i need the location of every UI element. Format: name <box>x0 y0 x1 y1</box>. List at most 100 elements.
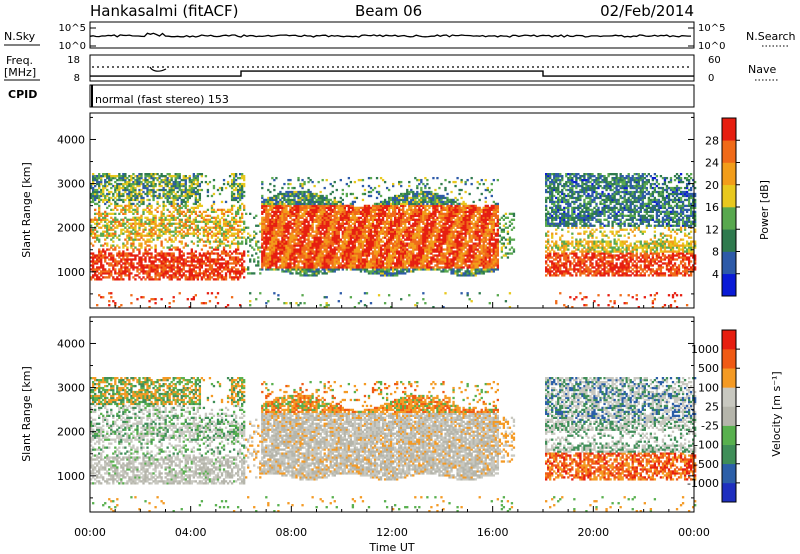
power-cell <box>345 254 348 257</box>
power-cell <box>305 208 308 212</box>
power-cell <box>162 276 165 279</box>
power-cell <box>363 292 367 295</box>
power-cell <box>355 206 359 210</box>
power-cell <box>347 234 351 237</box>
power-cell <box>363 218 367 221</box>
power-cell <box>329 204 332 208</box>
power-cell <box>323 206 326 210</box>
power-cell <box>371 256 375 259</box>
power-cell <box>297 254 300 257</box>
power-cell <box>335 242 338 245</box>
power-cell <box>96 254 99 257</box>
power-cell <box>200 278 204 281</box>
power-cell <box>100 256 103 259</box>
power-cell <box>396 228 399 231</box>
power-cell <box>220 240 224 243</box>
power-cell <box>339 224 342 227</box>
power-cell <box>313 200 316 204</box>
power-cell <box>190 194 193 198</box>
power-cell <box>371 234 375 237</box>
power-cell <box>269 232 272 235</box>
power-cell <box>353 214 357 217</box>
power-cell <box>277 258 280 261</box>
power-cell <box>402 234 405 237</box>
power-cell <box>329 210 332 214</box>
power-cell <box>162 254 165 257</box>
power-cell <box>303 258 306 261</box>
power-cell <box>190 270 193 273</box>
power-cell <box>182 258 185 261</box>
power-cell <box>148 228 151 231</box>
power-cell <box>194 198 197 202</box>
power-cell <box>118 222 121 225</box>
power-cell <box>319 236 322 239</box>
power-cell <box>180 234 183 237</box>
power-cell <box>353 242 357 245</box>
power-cell <box>363 254 367 257</box>
power-cell <box>104 202 107 206</box>
power-cell <box>100 264 103 267</box>
power-cell <box>168 246 171 249</box>
power-cell <box>299 206 302 210</box>
power-cell <box>261 230 264 233</box>
power-cell <box>325 210 328 214</box>
power-cell <box>325 218 328 221</box>
power-cell <box>154 220 157 223</box>
power-cell <box>291 240 294 243</box>
power-cell <box>335 248 338 251</box>
power-cell <box>394 236 397 239</box>
power-cell <box>226 262 230 265</box>
power-cell <box>383 258 387 261</box>
power-cell <box>287 250 290 253</box>
power-cell <box>259 272 262 275</box>
power-cell <box>263 256 266 259</box>
power-cell <box>94 216 97 219</box>
power-cell <box>265 220 268 223</box>
power-cell <box>180 178 183 182</box>
power-cell <box>192 222 195 225</box>
power-cell <box>275 194 278 198</box>
power-cell <box>363 252 367 255</box>
power-cell <box>347 246 351 249</box>
power-cell <box>108 248 111 251</box>
power-cell <box>293 268 296 271</box>
power-cell <box>216 258 220 261</box>
power-cell <box>208 252 212 255</box>
power-cell <box>398 264 401 267</box>
power-cell <box>170 264 173 267</box>
power-cell <box>311 240 314 243</box>
power-cell <box>200 276 204 279</box>
power-cell <box>299 270 302 273</box>
power-cell <box>106 222 109 225</box>
power-cell <box>307 188 310 192</box>
power-cell <box>241 264 244 267</box>
power-cell <box>341 244 344 247</box>
power-cell <box>392 184 395 188</box>
power-cell <box>243 268 246 271</box>
power-cell <box>174 182 177 186</box>
power-cell <box>319 226 322 229</box>
power-cell <box>389 238 393 241</box>
power-cell <box>154 258 157 261</box>
power-cell <box>385 216 389 219</box>
power-cell <box>100 218 103 221</box>
power-cell <box>265 216 268 219</box>
power-cell <box>317 240 320 243</box>
power-cell <box>327 214 330 217</box>
power-cell <box>172 204 175 208</box>
power-cell <box>371 254 375 257</box>
power-cell <box>377 220 381 223</box>
power-cell <box>277 234 280 237</box>
power-cell <box>230 198 234 202</box>
power-cell <box>168 302 171 305</box>
power-cell <box>210 268 214 271</box>
power-cell <box>271 214 274 217</box>
power-cell <box>106 230 109 233</box>
power-cell <box>400 272 403 275</box>
power-cell <box>379 220 383 223</box>
power-cell <box>241 236 244 239</box>
power-cell <box>398 206 401 210</box>
power-cell <box>311 228 314 231</box>
power-cell <box>301 236 304 239</box>
power-cell <box>265 214 268 217</box>
